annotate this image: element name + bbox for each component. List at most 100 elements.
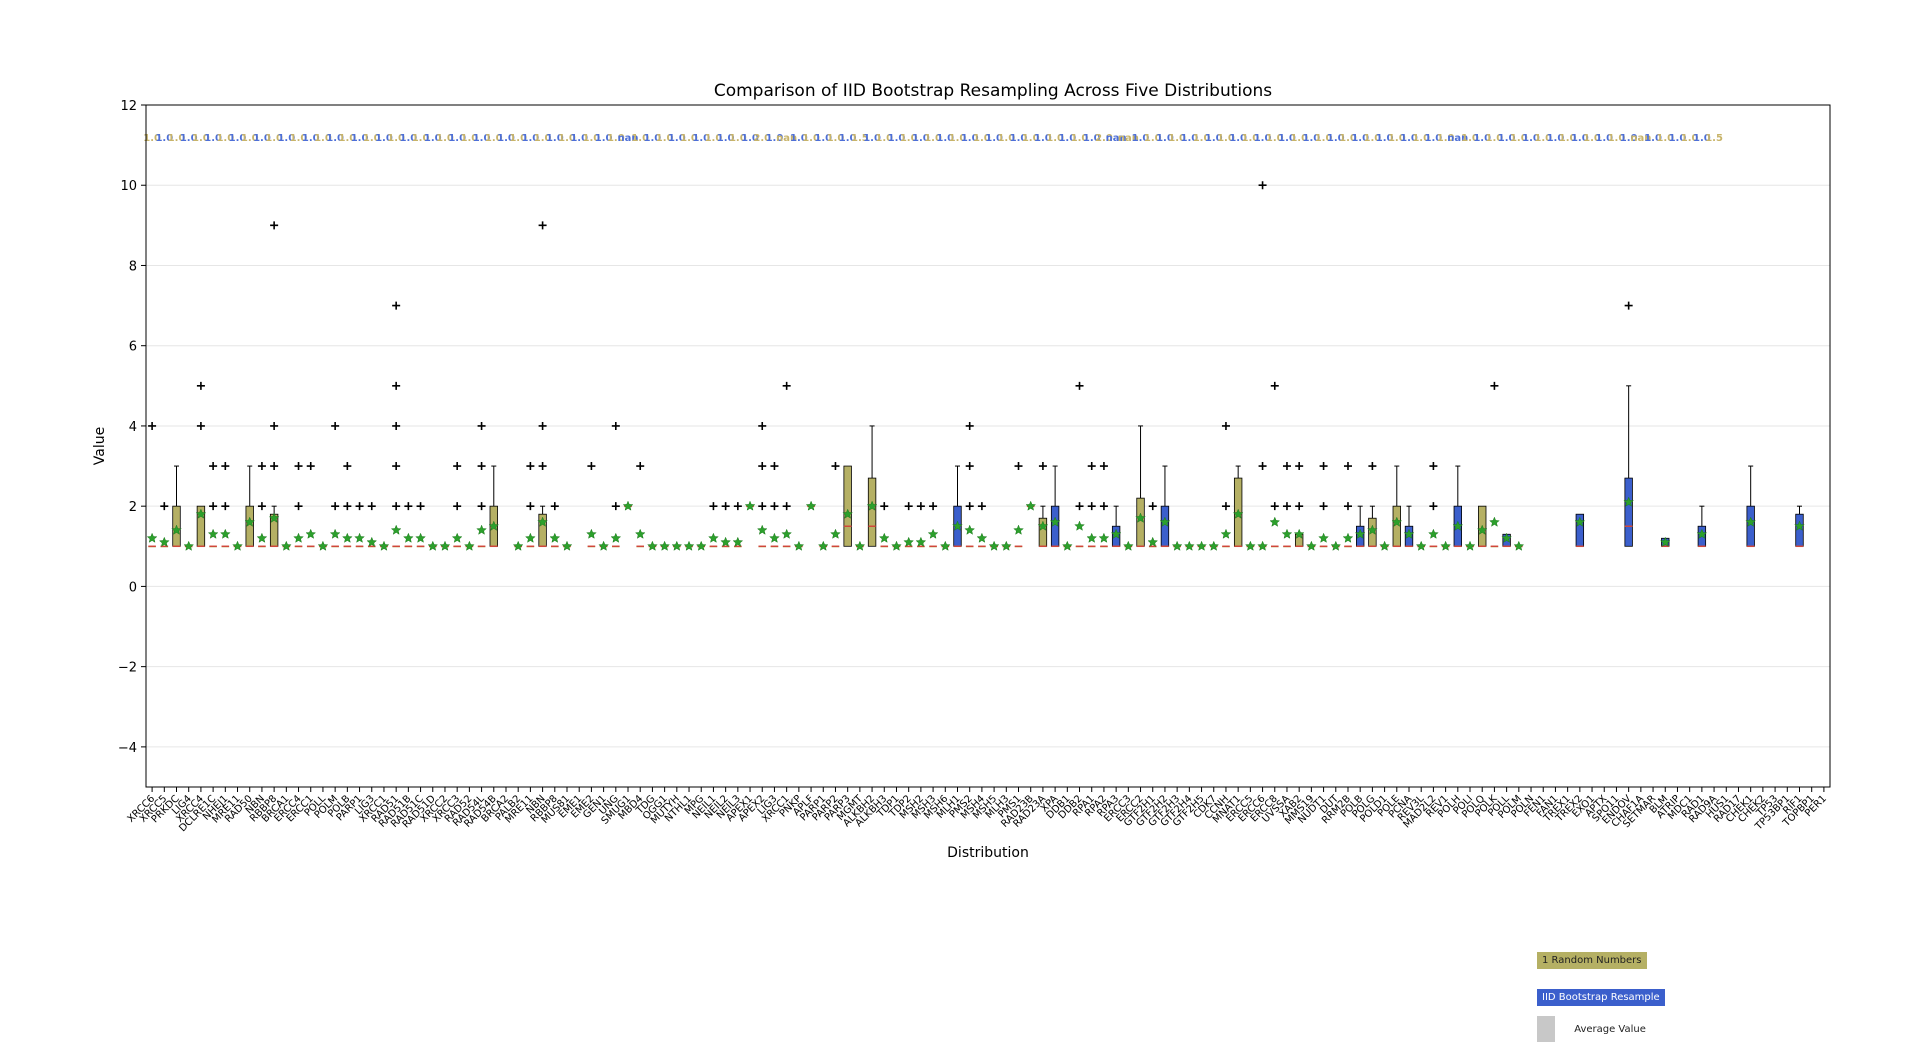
box-random [463,540,475,551]
outlier-marker [331,421,340,430]
mean-marker [988,540,1000,551]
mean-marker [1074,520,1085,531]
top-value-label: 1.0 [338,133,356,144]
mean-marker [1476,524,1488,535]
top-value-label: 1.0 [583,133,601,144]
mean-marker [1330,540,1342,551]
mean-marker [1659,536,1671,547]
top-value-label: 1.0 [558,133,576,144]
mean-marker [622,500,634,511]
y-tick-label: −2 [118,661,137,676]
box-body [1624,477,1633,547]
y-tick-label: 6 [129,340,137,355]
plot-area-frame [145,104,1831,788]
outlier-marker [1258,181,1267,190]
box-random [1025,500,1037,511]
top-value-label: 1.0 [1351,133,1369,144]
mean-marker [1440,540,1452,551]
top-value-label: 1.0 [314,133,332,144]
box-random [561,540,573,551]
mean-marker [976,532,988,543]
outlier-marker [770,462,779,471]
mean-marker [720,536,732,547]
top-value-label: 1.0 [143,133,161,144]
box-random [683,540,695,551]
top-value-label: 1.0 [302,133,320,144]
outlier-marker [1221,421,1230,430]
box-random [1037,462,1049,548]
top-value-label: 1.0 [1498,133,1516,144]
box-bootstrap [1403,505,1415,548]
outlier-marker [1624,301,1633,310]
mean-marker [1061,540,1073,551]
top-value-label: 1.0 [888,133,906,144]
mean-marker [1489,516,1500,527]
top-value-label: 1.0 [973,133,991,144]
mean-marker [634,528,646,539]
mean-marker [183,540,195,551]
top-value-label: nan [1106,133,1127,144]
outlier-marker [1429,502,1438,511]
top-value-label: 1.0 [1376,133,1394,144]
outlier-marker [221,462,230,471]
top-value-label: 2.0 [1095,133,1113,144]
mean-marker [878,532,890,543]
outlier-marker [1099,462,1108,471]
top-value-label: 1.0 [1547,133,1565,144]
outlier-marker [1258,462,1267,471]
box-random [866,425,878,547]
top-value-label: 1.0 [595,133,613,144]
top-value-label: 1.0 [1400,133,1418,144]
mean-marker [817,540,829,551]
top-value-label: 1.0 [863,133,881,144]
box-random [1379,540,1390,551]
top-value-label: 1.0 [351,133,369,144]
box-random [1074,381,1085,548]
mean-marker [1208,540,1220,551]
mean-marker [305,528,317,539]
top-value-label: 1.0 [985,133,1003,144]
box-layer [146,181,1805,551]
mean-marker [1415,540,1427,551]
mean-marker [598,540,610,551]
mean-marker [439,540,451,551]
mean-marker [1244,540,1256,551]
outlier-marker [526,462,535,471]
box-random [268,221,280,548]
mean-marker [256,532,268,543]
box-random [610,421,622,548]
box-bootstrap [1794,505,1805,548]
mean-marker [537,516,548,527]
top-value-label: 1.0 [1180,133,1198,144]
top-value-label: 1.0 [448,133,466,144]
mean-marker [866,500,878,511]
mean-marker [488,520,500,531]
outlier-marker [221,502,230,511]
top-value-label: 1.0 [936,133,954,144]
outlier-marker [709,502,718,511]
outlier-marker [209,502,218,511]
box-random [329,421,341,548]
outlier-marker [782,502,791,511]
outlier-marker [1295,462,1304,471]
box-random [1281,462,1293,548]
box-random [1244,540,1256,551]
top-value-label: 1.0 [1425,133,1443,144]
x-axis: XRCC6XRCC5PRKDCLIG4XRCC4DCLRE1CNHEJ1MRE1… [126,787,1829,834]
top-value-label: 1.0 [766,133,784,144]
top-value-label: 1.0 [900,133,918,144]
box-random [891,540,902,551]
top-value-label: 1.0 [1473,133,1491,144]
mean-marker [939,540,951,551]
mean-marker [586,528,597,539]
outlier-marker [965,421,974,430]
mean-marker [390,524,402,535]
box-bootstrap [952,465,963,548]
box-bootstrap [1696,505,1708,548]
legend-item-average: Average Value [1537,1016,1646,1042]
mean-marker [1696,528,1708,539]
box-random [769,462,780,548]
outlier-marker [770,502,779,511]
outlier-marker [1490,381,1499,390]
mean-marker [317,540,329,551]
